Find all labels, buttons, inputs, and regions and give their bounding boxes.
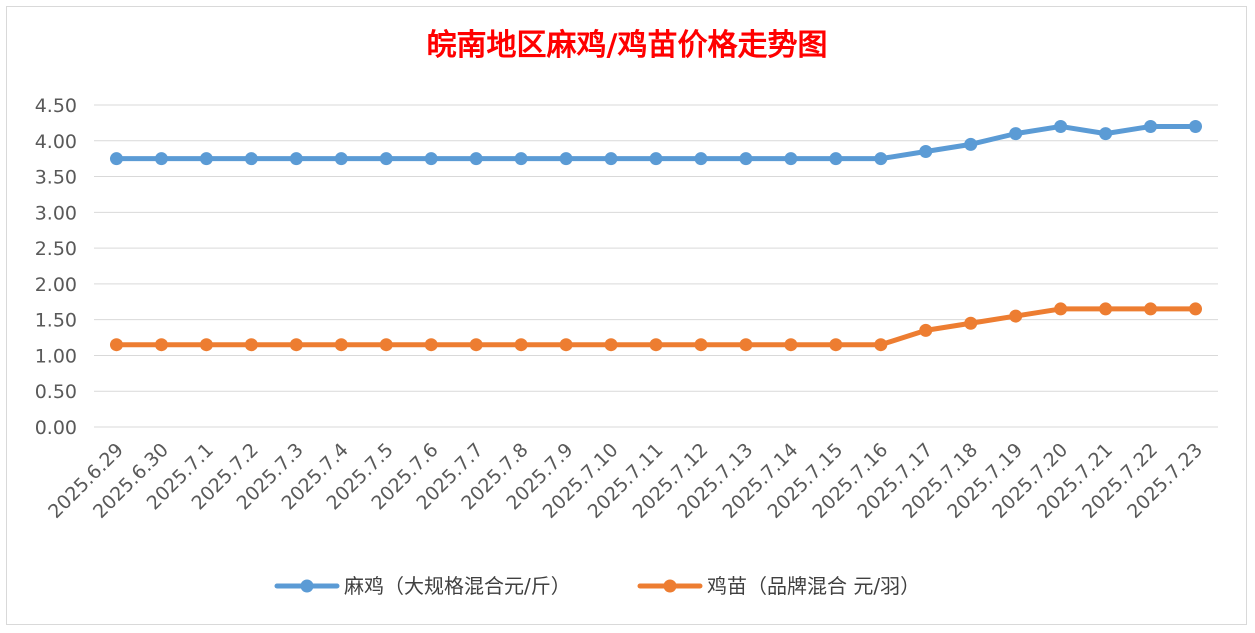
y-tick-label: 3.00 xyxy=(35,202,77,224)
data-point xyxy=(154,338,168,352)
data-point xyxy=(649,338,663,352)
y-tick-label: 2.00 xyxy=(35,274,77,296)
data-point xyxy=(469,152,483,166)
chart-svg: 皖南地区麻鸡/鸡苗价格走势图 0.00 0.50 1.00 1.50 2.00 2.50 3… xyxy=(35,28,1218,598)
data-point xyxy=(919,323,933,337)
data-point xyxy=(469,338,483,352)
data-point xyxy=(379,338,393,352)
series-layer xyxy=(109,119,1203,352)
data-point xyxy=(739,152,753,166)
legend-item: 鸡苗（品牌混合 元/羽） xyxy=(637,574,920,598)
data-point xyxy=(334,152,348,166)
data-point xyxy=(154,152,168,166)
chart-frame: 皖南地区麻鸡/鸡苗价格走势图 0.00 0.50 1.00 1.50 2.00 2.50 3… xyxy=(6,6,1247,625)
data-point xyxy=(874,338,888,352)
data-point xyxy=(649,152,663,166)
data-point xyxy=(109,152,123,166)
data-point xyxy=(829,152,843,166)
data-point xyxy=(244,152,258,166)
x-axis-ticks: 2025.6.292025.6.302025.7.12025.7.22025.7… xyxy=(44,439,1207,523)
y-tick-label: 3.50 xyxy=(35,167,77,189)
data-point xyxy=(424,152,438,166)
data-point xyxy=(784,338,798,352)
data-point xyxy=(1144,302,1158,316)
data-point xyxy=(199,338,213,352)
data-point xyxy=(379,152,393,166)
legend-swatch-marker xyxy=(300,579,314,593)
data-point xyxy=(739,338,753,352)
data-point xyxy=(514,338,528,352)
series-2 xyxy=(109,302,1203,352)
data-point xyxy=(829,338,843,352)
legend-swatch-marker xyxy=(663,579,677,593)
legend-item: 麻鸡（大规格混合元/斤） xyxy=(274,574,571,598)
y-tick-label: 1.00 xyxy=(35,345,77,367)
data-point xyxy=(874,152,888,166)
data-point xyxy=(1189,119,1203,133)
data-point xyxy=(559,152,573,166)
data-point xyxy=(244,338,258,352)
data-point xyxy=(109,338,123,352)
data-point xyxy=(334,338,348,352)
data-point xyxy=(559,338,573,352)
data-point xyxy=(1009,127,1023,141)
y-tick-label: 2.50 xyxy=(35,238,77,260)
data-point xyxy=(1054,302,1068,316)
y-tick-label: 4.50 xyxy=(35,95,77,117)
data-point xyxy=(1054,119,1068,133)
y-tick-label: 4.00 xyxy=(35,131,77,153)
y-tick-label: 1.50 xyxy=(35,310,77,332)
data-point xyxy=(289,338,303,352)
data-point xyxy=(784,152,798,166)
chart-title: 皖南地区麻鸡/鸡苗价格走势图 xyxy=(427,28,828,63)
data-point xyxy=(289,152,303,166)
data-point xyxy=(1144,119,1158,133)
data-point xyxy=(604,338,618,352)
data-point xyxy=(199,152,213,166)
data-point xyxy=(604,152,618,166)
data-point xyxy=(964,137,978,151)
legend: 麻鸡（大规格混合元/斤） 鸡苗（品牌混合 元/羽） xyxy=(274,574,920,598)
y-axis-ticks: 0.00 0.50 1.00 1.50 2.00 2.50 3.00 3.50 4.00 4.50 xyxy=(35,95,77,439)
data-point xyxy=(964,316,978,330)
data-point xyxy=(694,338,708,352)
grid-layer xyxy=(94,104,1218,428)
data-point xyxy=(1099,302,1113,316)
data-point xyxy=(694,152,708,166)
legend-label: 鸡苗（品牌混合 元/羽） xyxy=(707,574,920,598)
series-1 xyxy=(109,119,1203,166)
data-point xyxy=(1189,302,1203,316)
data-point xyxy=(424,338,438,352)
y-tick-label: 0.50 xyxy=(35,381,77,403)
data-point xyxy=(919,145,933,159)
data-point xyxy=(1099,127,1113,141)
data-point xyxy=(514,152,528,166)
data-point xyxy=(1009,309,1023,323)
legend-label: 麻鸡（大规格混合元/斤） xyxy=(344,574,571,598)
y-tick-label: 0.00 xyxy=(35,417,77,439)
